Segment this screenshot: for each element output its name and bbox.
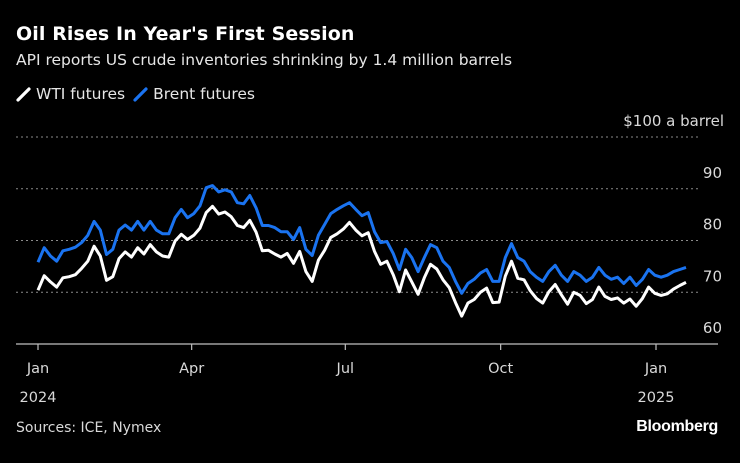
bloomberg-logo: Bloomberg [636, 418, 718, 435]
legend-label-brent: Brent futures [153, 85, 255, 103]
y-tick-label-80: 80 [703, 216, 722, 234]
x-tick-sublabel-2025: 2025 [638, 390, 675, 406]
x-axis: Jan 2024 Apr Jul Oct Jan 2025 [16, 343, 718, 406]
wti-line-swatch-icon [16, 87, 31, 102]
x-tick-label-jul: Jul [336, 361, 355, 377]
series-line-wti-futures [36, 204, 687, 318]
y-tick-label-70: 70 [703, 267, 722, 285]
series-line-brent-futures [36, 184, 687, 295]
chart-title: Oil Rises In Year's First Session [16, 23, 355, 45]
series-lines [36, 184, 687, 318]
x-tick-sublabel-2024: 2024 [20, 390, 57, 406]
legend-item-brent: Brent futures [133, 85, 255, 103]
y-axis-ticks: 60 70 80 90 [703, 164, 722, 337]
gridlines [16, 136, 700, 293]
y-tick-label-60: 60 [703, 319, 722, 337]
brent-line-swatch-icon [133, 87, 148, 102]
legend: WTI futures Brent futures [16, 85, 263, 103]
x-tick-label-jan: Jan [644, 361, 667, 377]
chart-subtitle: API reports US crude inventories shrinki… [16, 51, 513, 69]
legend-label-wti: WTI futures [36, 85, 126, 103]
x-tick-label-apr: Apr [179, 361, 204, 377]
x-tick-label-jan: Jan [26, 361, 49, 377]
y-axis-unit-label: $100 a barrel [623, 112, 724, 130]
legend-item-wti: WTI futures [16, 85, 125, 103]
sources-note: Sources: ICE, Nymex [16, 420, 162, 436]
y-tick-label-90: 90 [703, 164, 722, 182]
x-tick-label-oct: Oct [488, 361, 513, 377]
